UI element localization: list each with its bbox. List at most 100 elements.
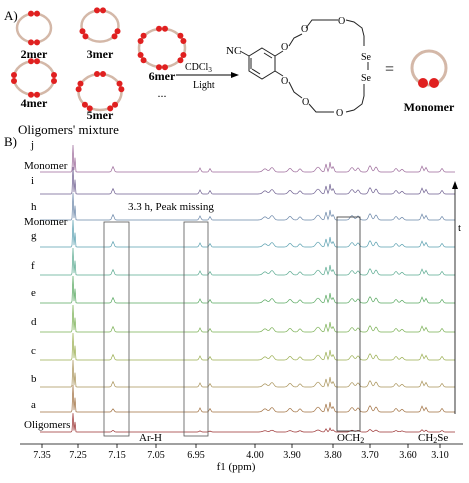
- oligomer-bead-icon: [28, 91, 34, 98]
- oligomer-bead-icon: [77, 80, 84, 87]
- ar-h-highlight-box: [103, 221, 130, 437]
- oligomer-icon-4mer: [11, 58, 57, 98]
- oligomer-bead-icon: [94, 71, 100, 77]
- oligomer-bead-icon: [177, 32, 184, 39]
- x-axis-tick-label: 3.60: [399, 450, 417, 461]
- oxygen-label-6: O: [336, 108, 343, 119]
- x-axis-tick-label: 3.10: [431, 450, 449, 461]
- lower-chain-1: [288, 81, 303, 99]
- oligomer-bead-icon: [100, 7, 106, 14]
- x-axis-tick-label: 7.35: [33, 450, 51, 461]
- oligomer-bead-icon: [28, 39, 34, 46]
- trace-label-b: b: [31, 373, 37, 385]
- och2-label: OCH2: [337, 432, 364, 445]
- oligomer-bead-icon: [34, 58, 40, 65]
- oligomer-bead-icon: [107, 105, 114, 112]
- oligomer-bead-icon: [118, 86, 125, 93]
- oligomer-bead-icon: [116, 80, 123, 87]
- upper-chain-1: [288, 33, 303, 47]
- trace-label-monomer-mid: Monomer: [24, 216, 68, 228]
- x-axis-tick-label: 6.95: [187, 450, 205, 461]
- time-arrow-head-icon: [452, 181, 458, 189]
- oligomer-bead-icon: [140, 32, 147, 39]
- nmr-trace-line: [40, 192, 455, 221]
- oligomer-bead-icon: [162, 25, 168, 32]
- oligomer-bead-icon: [94, 7, 100, 14]
- oligomer-bead-icon: [79, 28, 86, 35]
- trace-label-oligomers: Oligomers: [24, 419, 70, 431]
- upper-chain-3: [345, 19, 365, 46]
- x-axis-tick-label: 7.15: [108, 450, 126, 461]
- oligomer-label-6mer: 6mer: [149, 69, 176, 83]
- oligomer-label-4mer: 4mer: [21, 96, 48, 110]
- nmr-trace-line: [40, 413, 455, 433]
- nmr-trace-line: [40, 359, 455, 388]
- nitrile-label: NC: [226, 45, 241, 57]
- oligomer-label-5mer: 5mer: [87, 108, 114, 122]
- crown-ether-structure: [239, 19, 369, 113]
- lower-chain-2: [308, 103, 334, 113]
- trace-label-g: g: [31, 230, 37, 242]
- monomer-label: Monomer: [404, 100, 455, 114]
- oligomer-bead-icon: [34, 39, 40, 46]
- oligomer-icon-5mer: [75, 71, 125, 112]
- nmr-trace-line: [40, 144, 455, 173]
- nitrile-bond: [239, 50, 250, 57]
- oligomer-bead-icon: [28, 10, 34, 17]
- nmr-traces: [40, 144, 455, 433]
- aryl-o-bond-bottom: [274, 70, 284, 77]
- oxygen-label-3: O: [301, 24, 308, 35]
- oxygen-label-2: O: [281, 76, 288, 87]
- oligomer-bead-icon: [114, 28, 121, 35]
- arrow-head-icon: [231, 72, 239, 78]
- oligomer-ring-icon: [15, 12, 53, 44]
- ar-h-highlight-box-2: [183, 221, 209, 437]
- oligomer-icon-2mer: [15, 10, 53, 46]
- oligomer-label-3mer: 3mer: [87, 47, 114, 61]
- benzene-ring: [248, 47, 276, 80]
- ar-h-label: Ar-H: [139, 432, 162, 444]
- nmr-trace-line: [40, 247, 455, 276]
- oligomer-bead-icon: [180, 52, 187, 59]
- nmr-trace-line: [40, 219, 455, 248]
- oligomer-bead-icon: [137, 37, 144, 44]
- nmr-trace-line: [40, 275, 455, 304]
- arrow-condition-light: Light: [193, 80, 215, 91]
- arrow-condition-solvent: CDCl3: [185, 62, 212, 74]
- oligomer-bead-icon: [11, 72, 17, 78]
- oligomer-bead-icon: [137, 52, 144, 59]
- aryl-o-bond-top: [274, 50, 284, 57]
- x-axis-tick-label: 7.25: [69, 450, 87, 461]
- oligomer-bead-icon: [51, 72, 57, 78]
- oxygen-label-4: O: [338, 16, 345, 27]
- ch2se-label: CH2Se: [418, 432, 448, 445]
- oligomer-bead-icon: [162, 64, 168, 71]
- x-axis-title: f1 (ppm): [217, 461, 256, 473]
- och2-highlight-box: [336, 216, 361, 432]
- oligomer-label-2mer: 2mer: [21, 47, 48, 61]
- oligomer-bead-icon: [34, 10, 40, 17]
- trace-label-h: h: [31, 201, 37, 213]
- oligomer-bead-icon: [180, 37, 187, 44]
- oxygen-label-5: O: [302, 97, 309, 108]
- oligomer-bead-icon: [156, 25, 162, 32]
- panel-a-label: A): [4, 8, 18, 23]
- oligomer-bead-icon: [177, 57, 184, 64]
- oligomer-bead-icon: [51, 78, 57, 84]
- x-axis-tick-label: 7.05: [147, 450, 165, 461]
- trace-label-c: c: [31, 345, 36, 357]
- trace-label-e: e: [31, 287, 36, 299]
- selenium-label-2: Se: [361, 73, 372, 84]
- lower-chain-3: [345, 84, 365, 113]
- nmr-trace-line: [40, 166, 455, 195]
- oligomer-bead-icon: [34, 91, 40, 98]
- nmr-trace-line: [40, 384, 455, 413]
- time-axis-label: t: [458, 222, 461, 234]
- trace-label-f: f: [31, 260, 35, 272]
- nmr-trace-line: [40, 332, 455, 361]
- oligomer-ring-icon: [12, 59, 56, 97]
- oligomer-bead-icon: [11, 78, 17, 84]
- x-axis-tick-label: 3.70: [361, 450, 379, 461]
